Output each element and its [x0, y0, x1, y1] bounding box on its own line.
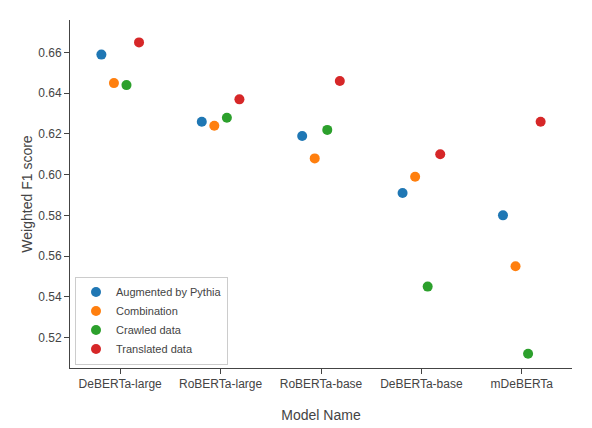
svg-text:0.64: 0.64 [38, 86, 62, 100]
svg-text:0.56: 0.56 [38, 249, 62, 263]
svg-text:0.66: 0.66 [38, 46, 62, 60]
svg-text:Augmented by Pythia: Augmented by Pythia [116, 286, 221, 298]
svg-text:DeBERTa-large: DeBERTa-large [79, 377, 162, 391]
svg-text:0.58: 0.58 [38, 209, 62, 223]
svg-text:0.52: 0.52 [38, 331, 62, 345]
svg-text:Crawled data: Crawled data [116, 324, 182, 336]
svg-text:mDeBERTa: mDeBERTa [491, 377, 554, 391]
svg-text:Translated data: Translated data [116, 343, 193, 355]
svg-text:RoBERTa-large: RoBERTa-large [179, 377, 262, 391]
svg-text:Combination: Combination [116, 305, 178, 317]
svg-text:Weighted F1 score: Weighted F1 score [19, 135, 35, 252]
svg-text:0.62: 0.62 [38, 127, 62, 141]
svg-text:Model Name: Model Name [281, 407, 361, 423]
svg-text:0.60: 0.60 [38, 168, 62, 182]
svg-text:0.54: 0.54 [38, 290, 62, 304]
svg-text:RoBERTa-base: RoBERTa-base [280, 377, 363, 391]
svg-text:DeBERTa-base: DeBERTa-base [380, 377, 463, 391]
